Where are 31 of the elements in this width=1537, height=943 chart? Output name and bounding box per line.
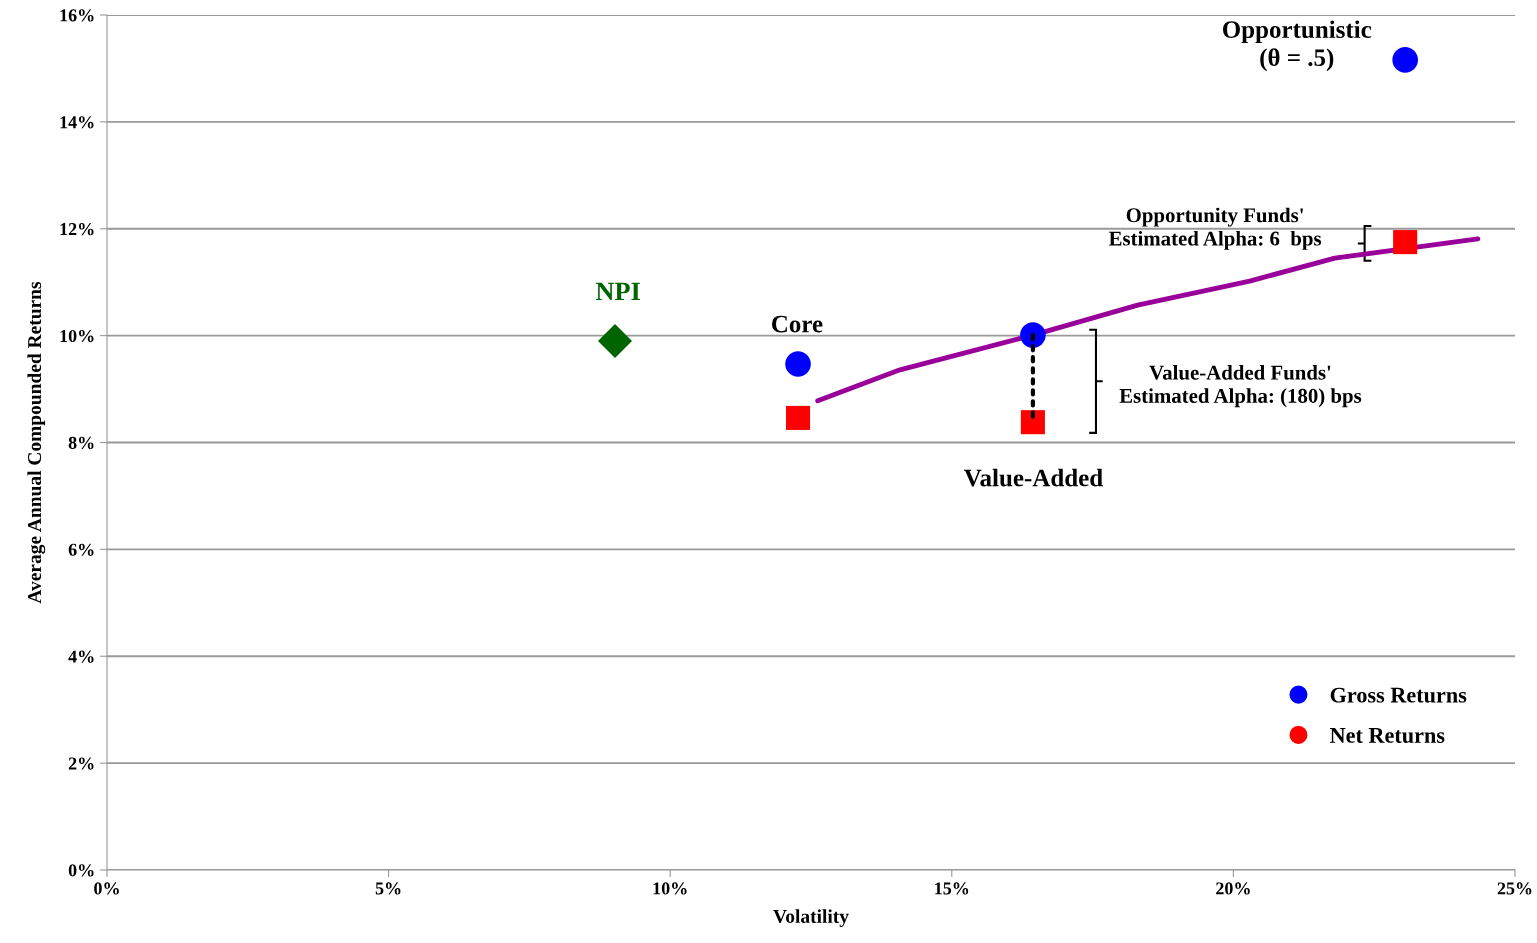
- point: [1020, 410, 1045, 435]
- legend-label: Gross Returns: [1330, 687, 1467, 703]
- y-tick-label: 0%: [68, 864, 94, 877]
- annotation: Opportunity Funds' Estimated Alpha: 6 bps: [1108, 207, 1322, 250]
- point: [598, 323, 633, 358]
- y-tick-label: 16%: [60, 9, 94, 22]
- x-tick-label: 25%: [1497, 882, 1532, 895]
- point: [786, 405, 811, 430]
- x-tick-label: 10%: [653, 882, 687, 895]
- x-tick-label: 20%: [1216, 882, 1250, 895]
- annotation: NPI: [595, 282, 640, 301]
- legend-label: Net Returns: [1330, 728, 1445, 743]
- y-tick-label: 2%: [68, 757, 94, 770]
- x-axis-title: Volatility: [773, 909, 849, 927]
- annotation: Value-Added: [964, 468, 1103, 487]
- annotation: Value-Added Funds' Estimated Alpha: (180) bps: [1119, 365, 1362, 408]
- x-tick-label: 15%: [935, 882, 969, 895]
- y-tick-label: 6%: [68, 543, 94, 556]
- y-tick-label: 4%: [68, 650, 94, 663]
- annotation: Opportunistic (θ = .5): [1222, 20, 1372, 72]
- y-tick-label: 12%: [60, 223, 94, 236]
- y-tick-label: 8%: [68, 436, 94, 449]
- point: [1393, 230, 1418, 255]
- x-tick-label: 5%: [375, 882, 401, 895]
- y-tick-label: 10%: [60, 329, 94, 343]
- x-tick-label: 0%: [94, 882, 119, 895]
- y-axis-title: Average Annual Compounded Returns: [27, 281, 46, 604]
- annotation: Core: [771, 315, 823, 333]
- y-tick-label: 14%: [60, 116, 94, 129]
- point: [1392, 47, 1418, 73]
- point: [785, 351, 811, 377]
